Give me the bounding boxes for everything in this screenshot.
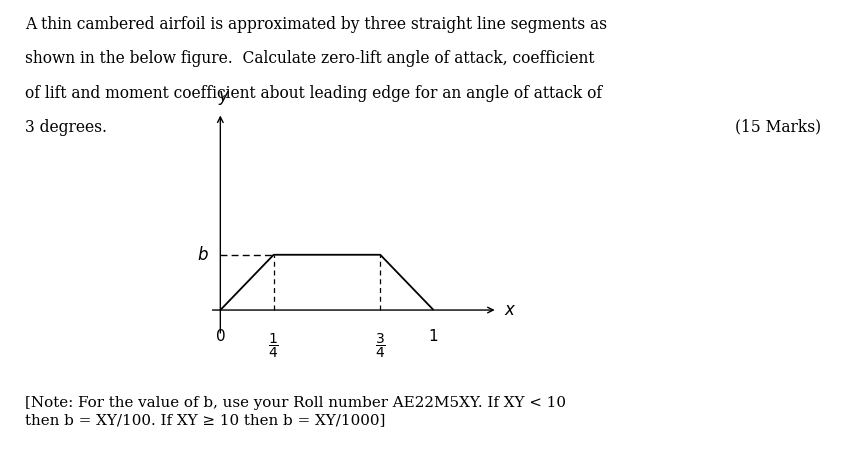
Text: $1$: $1$: [429, 328, 439, 344]
Text: $y$: $y$: [219, 89, 231, 106]
Text: [Note: For the value of b, use your Roll number AE22M5XY. If XY < 10: [Note: For the value of b, use your Roll…: [25, 396, 567, 410]
Text: $x$: $x$: [504, 302, 517, 318]
Text: $\dfrac{1}{4}$: $\dfrac{1}{4}$: [268, 332, 279, 360]
Text: then b = XY/100. If XY ≥ 10 then b = XY/1000]: then b = XY/100. If XY ≥ 10 then b = XY/…: [25, 413, 385, 427]
Text: $0$: $0$: [215, 328, 225, 344]
Text: shown in the below figure.  Calculate zero-lift angle of attack, coefficient: shown in the below figure. Calculate zer…: [25, 50, 595, 67]
Text: A thin cambered airfoil is approximated by three straight line segments as: A thin cambered airfoil is approximated …: [25, 16, 607, 33]
Text: (15 Marks): (15 Marks): [735, 119, 822, 135]
Text: $b$: $b$: [197, 246, 208, 264]
Text: $\dfrac{3}{4}$: $\dfrac{3}{4}$: [375, 332, 385, 360]
Text: of lift and moment coefficient about leading edge for an angle of attack of: of lift and moment coefficient about lea…: [25, 85, 602, 101]
Text: 3 degrees.: 3 degrees.: [25, 119, 108, 135]
